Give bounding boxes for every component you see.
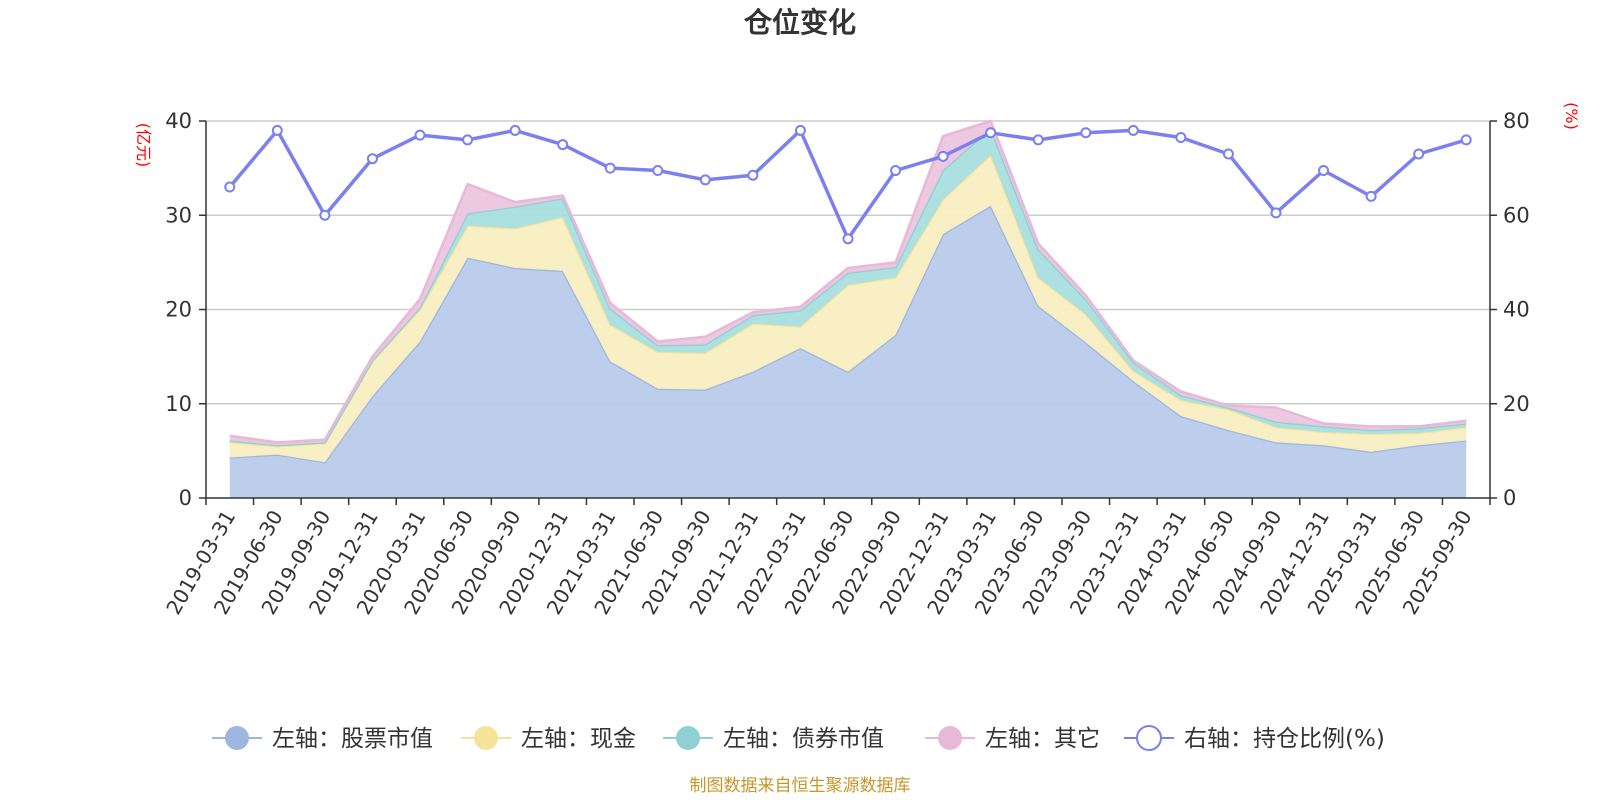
- area-band: [229, 205, 1467, 499]
- ratio-point: [557, 139, 569, 151]
- ratio-point: [1127, 124, 1139, 136]
- ratio-point: [1175, 131, 1187, 143]
- legend-label: 左轴：现金: [521, 726, 636, 752]
- legend-item[interactable]: 左轴：其它: [925, 726, 1100, 752]
- stacked-areas: [229, 119, 1467, 499]
- right-tick-label: 60: [1503, 203, 1530, 227]
- ratio-line: [224, 124, 1472, 245]
- right-tick-label: 20: [1503, 392, 1530, 416]
- ratio-point: [319, 209, 331, 221]
- ratio-point: [1270, 207, 1282, 219]
- right-tick-label: 0: [1503, 486, 1516, 510]
- ratio-point: [462, 134, 474, 146]
- legend-item[interactable]: 左轴：债券市值: [663, 726, 884, 752]
- ratio-point: [937, 150, 949, 162]
- area-band: [229, 154, 1467, 463]
- ratio-point: [985, 127, 997, 139]
- legend-item[interactable]: 右轴：持仓比例(%): [1124, 725, 1385, 752]
- right-tick-label: 80: [1503, 109, 1530, 133]
- left-tick-label: 40: [165, 109, 192, 133]
- legend-label: 左轴：其它: [985, 726, 1100, 752]
- ratio-point: [842, 233, 854, 245]
- ratio-point: [271, 124, 283, 136]
- ratio-point: [794, 124, 806, 136]
- ratio-point: [509, 124, 521, 136]
- left-tick-label: 0: [179, 486, 192, 510]
- left-tick-label: 10: [165, 392, 192, 416]
- left-tick-label: 20: [165, 298, 192, 322]
- ratio-point: [652, 164, 664, 176]
- ratio-point: [890, 164, 902, 176]
- area-band: [229, 128, 1467, 447]
- legend-item[interactable]: 左轴：股票市值: [212, 726, 433, 752]
- ratio-line-path: [228, 128, 1467, 241]
- area-band: [229, 121, 1467, 446]
- legend-label: 左轴：股票市值: [272, 726, 433, 752]
- right-axis-unit: (%): [1562, 102, 1581, 130]
- legend-marker: [1136, 725, 1162, 751]
- left-tick-label: 30: [165, 203, 192, 227]
- data-source-note: 制图数据来自恒生聚源数据库: [690, 776, 911, 796]
- ratio-point: [1460, 134, 1472, 146]
- legend-marker: [938, 726, 962, 750]
- ratio-point: [1365, 190, 1377, 202]
- legend-item[interactable]: 左轴：现金: [461, 726, 636, 752]
- legend-marker: [676, 726, 700, 750]
- chart-title: 仓位变化: [744, 6, 856, 39]
- area-edge-line: [229, 119, 1467, 444]
- left-axis-unit: (亿元): [134, 123, 153, 168]
- ratio-point: [604, 162, 616, 174]
- ratio-point: [366, 153, 378, 165]
- ratio-point: [699, 174, 711, 186]
- ratio-point: [1413, 148, 1425, 160]
- ratio-point: [414, 129, 426, 141]
- legend-label: 左轴：债券市值: [723, 726, 884, 752]
- ratio-point: [747, 169, 759, 181]
- ratio-point: [1080, 127, 1092, 139]
- legend-marker: [474, 726, 498, 750]
- legend-label: 右轴：持仓比例(%): [1184, 726, 1385, 752]
- ratio-point: [1318, 164, 1330, 176]
- right-tick-label: 40: [1503, 298, 1530, 322]
- legend: 左轴：股票市值 左轴：现金 左轴：债券市值 左轴：其它 右轴：持仓比例(%): [212, 725, 1385, 752]
- ratio-point: [224, 181, 236, 193]
- ratio-point: [1032, 134, 1044, 146]
- legend-marker: [225, 726, 249, 750]
- ratio-point: [1222, 148, 1234, 160]
